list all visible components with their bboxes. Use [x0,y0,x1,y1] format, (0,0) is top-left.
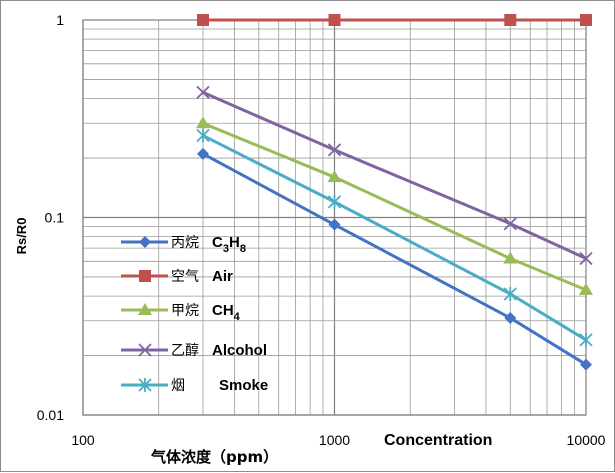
x-axis-label: 气体浓度（ppm） [150,448,278,466]
series-layer [195,14,593,371]
concentration-annotation: Concentration [384,432,492,449]
data-point [196,85,210,100]
y-axis-label: Rs/R0 [14,218,29,255]
data-point [195,116,210,129]
data-point [196,128,210,143]
x-tick-label: 1000 [319,432,350,448]
data-point [196,14,209,26]
data-point [580,358,592,371]
y-tick-label: 0.1 [45,210,65,226]
legend-label-cn: 空气 [171,269,199,285]
axes-layer: 100 1000 10000 1 0.1 0.01 [37,12,606,448]
legend-label-en: Air [212,268,233,285]
data-point [327,170,342,183]
x-tick-label: 100 [71,432,95,448]
data-point [579,282,593,295]
series-line [202,152,587,366]
series-air [196,14,592,26]
x-tick-label: 10000 [567,432,606,448]
legend-marker [139,236,151,248]
data-point [328,218,341,231]
data-point [503,251,518,264]
y-tick-label: 0.01 [37,407,64,423]
data-point [579,251,593,266]
legend-label-cn: 甲烷 [171,303,199,319]
data-point [503,217,517,231]
legend-label-cn: 乙醇 [171,342,199,359]
series-ch4 [195,116,593,295]
legend-label-en: C3H8 [212,234,246,255]
series-line [202,91,587,260]
series-alcohol [196,85,593,266]
data-point [580,14,592,26]
series-smoke [196,128,593,347]
series-line [202,121,587,292]
legend-label-cn: 丙烷 [171,235,199,251]
y-tick-label: 1 [56,12,64,28]
legend-marker [138,378,152,392]
legend-item-c3h8: 丙烷 C3H8 [121,234,246,255]
legend-label-en: CH4 [212,302,241,323]
legend-marker [139,270,151,282]
legend-label-en: Smoke [219,377,268,394]
legend-marker [138,343,152,357]
legend-item-smoke: 烟 Smoke [121,377,268,394]
legend-label-cn: 烟 [171,378,185,394]
legend-marker [138,303,152,315]
data-point [504,311,517,324]
series-line [202,134,587,342]
data-point [504,14,517,26]
data-point [327,194,342,209]
legend-label-en: Alcohol [212,342,267,359]
data-point [579,332,593,347]
legend: 丙烷 C3H8 空气 Air 甲烷 CH4 乙醇 Alcohol 烟 Smoke [121,234,268,394]
data-point [196,147,209,160]
series-c3h8 [196,147,592,371]
legend-item-ch4: 甲烷 CH4 [121,302,241,323]
grid-layer [82,20,586,416]
data-point [327,143,342,157]
legend-item-air: 空气 Air [121,268,233,285]
legend-item-alcohol: 乙醇 Alcohol [121,342,267,359]
data-point [503,286,517,301]
data-point [328,14,341,26]
